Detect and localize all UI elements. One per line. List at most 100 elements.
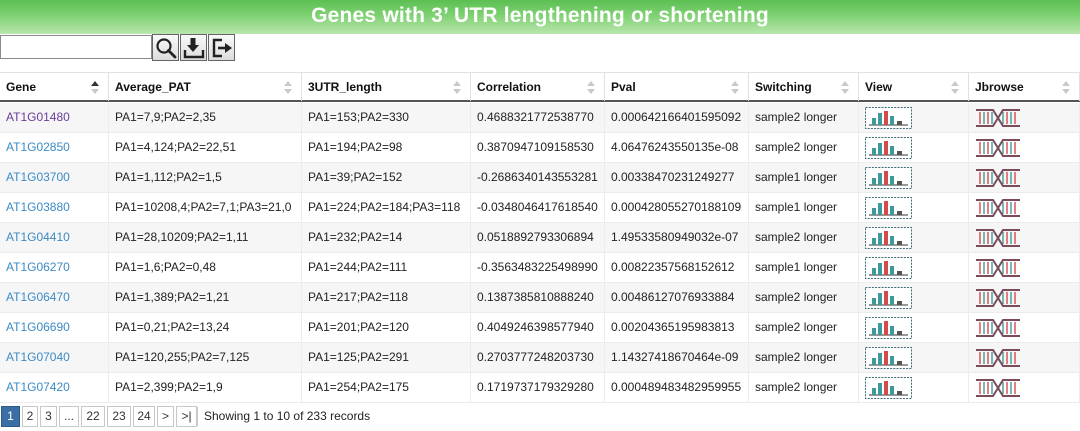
search-button[interactable] (152, 34, 179, 61)
bar-chart-view-icon[interactable] (865, 317, 912, 339)
bar-chart-view-icon[interactable] (865, 347, 912, 369)
page-button[interactable]: 1 (1, 406, 20, 427)
gene-link[interactable]: AT1G06690 (0, 313, 109, 343)
column-header-average-pat[interactable]: Average_PAT (109, 73, 302, 101)
jbrowse-cell (969, 313, 1080, 343)
dna-jbrowse-icon[interactable] (975, 227, 1021, 249)
average-pat-cell: PA1=2,399;PA2=1,9 (109, 373, 302, 403)
column-header-pval[interactable]: Pval (605, 73, 749, 101)
download-button[interactable] (180, 34, 207, 61)
column-header-switching[interactable]: Switching (749, 73, 859, 101)
page-button[interactable]: ... (59, 406, 79, 427)
page-button[interactable]: 23 (107, 406, 131, 427)
utr-length-cell: PA1=125;PA2=291 (302, 343, 471, 373)
pval-cell: 0.00486127076933884 (605, 283, 749, 313)
bar-chart-view-icon[interactable] (865, 377, 912, 399)
table-row: AT1G01480 PA1=7,9;PA2=2,35 PA1=153;PA2=330… (0, 103, 1080, 133)
view-cell (859, 193, 969, 223)
pval-cell: 0.000428055270188109 (605, 193, 749, 223)
dna-jbrowse-icon[interactable] (975, 377, 1021, 399)
page-button[interactable]: > (157, 406, 174, 427)
bar-chart-view-icon[interactable] (865, 287, 912, 309)
dna-jbrowse-icon[interactable] (975, 287, 1021, 309)
column-header-gene[interactable]: Gene (0, 73, 109, 101)
page-button[interactable]: >| (176, 406, 197, 427)
bar-chart-view-icon[interactable] (865, 107, 912, 129)
dna-jbrowse-icon[interactable] (975, 107, 1021, 129)
dna-jbrowse-icon[interactable] (975, 257, 1021, 279)
correlation-cell: 0.2703777248203730 (471, 343, 605, 373)
column-header-view[interactable]: View (859, 73, 969, 101)
page-title: Genes with 3’ UTR lengthening or shorten… (311, 4, 769, 27)
dna-jbrowse-icon[interactable] (975, 137, 1021, 159)
sort-icon[interactable] (731, 81, 740, 94)
utr-length-cell: PA1=224;PA2=184;PA3=118 (302, 193, 471, 223)
gene-link[interactable]: AT1G07040 (0, 343, 109, 373)
bar-chart-view-icon[interactable] (865, 137, 912, 159)
export-button[interactable] (208, 34, 235, 61)
gene-link[interactable]: AT1G02850 (0, 133, 109, 163)
view-cell (859, 373, 969, 403)
pagination: 1 2 3... 22 23 24 > >| Showing 1 to 10 of 233 r… (0, 406, 1080, 428)
export-icon (212, 38, 232, 57)
correlation-cell: 0.4049246398577940 (471, 313, 605, 343)
bar-chart-view-icon[interactable] (865, 257, 912, 279)
sort-icon[interactable] (587, 81, 596, 94)
gene-link[interactable]: AT1G06470 (0, 283, 109, 313)
sort-icon[interactable] (1062, 81, 1071, 94)
gene-link[interactable]: AT1G04410 (0, 223, 109, 253)
bar-chart-view-icon[interactable] (865, 227, 912, 249)
correlation-cell: 0.1387385810888240 (471, 283, 605, 313)
column-label: Switching (755, 80, 812, 94)
sort-icon[interactable] (951, 81, 960, 94)
jbrowse-cell (969, 103, 1080, 133)
column-label: Gene (6, 80, 37, 94)
bar-chart-view-icon[interactable] (865, 197, 912, 219)
table-header: Gene Average_PAT 3UTR_length Correlation… (0, 72, 1080, 102)
sort-icon[interactable] (284, 81, 293, 94)
dna-jbrowse-icon[interactable] (975, 317, 1021, 339)
table-row: AT1G07420 PA1=2,399;PA2=1,9 PA1=254;PA2=17… (0, 373, 1080, 403)
column-header-correlation[interactable]: Correlation (471, 73, 605, 101)
table-row: AT1G03700 PA1=1,112;PA2=1,5 PA1=39;PA2=152… (0, 163, 1080, 193)
gene-link[interactable]: AT1G06270 (0, 253, 109, 283)
utr-length-cell: PA1=39;PA2=152 (302, 163, 471, 193)
correlation-cell: 0.3870947109158530 (471, 133, 605, 163)
gene-link[interactable]: AT1G07420 (0, 373, 109, 403)
average-pat-cell: PA1=120,255;PA2=7,125 (109, 343, 302, 373)
average-pat-cell: PA1=1,6;PA2=0,48 (109, 253, 302, 283)
bar-chart-view-icon[interactable] (865, 167, 912, 189)
jbrowse-cell (969, 343, 1080, 373)
page-button[interactable]: 2 (22, 406, 38, 427)
table-row: AT1G06690 PA1=0,21;PA2=13,24 PA1=201;PA2=1… (0, 313, 1080, 343)
switching-cell: sample2 longer (749, 133, 859, 163)
pval-cell: 0.00338470231249277 (605, 163, 749, 193)
column-header-3utr-length[interactable]: 3UTR_length (302, 73, 471, 101)
correlation-cell: -0.2686340143553281 (471, 163, 605, 193)
dna-jbrowse-icon[interactable] (975, 347, 1021, 369)
dna-jbrowse-icon[interactable] (975, 167, 1021, 189)
dna-jbrowse-icon[interactable] (975, 197, 1021, 219)
switching-cell: sample1 longer (749, 253, 859, 283)
gene-link[interactable]: AT1G01480 (0, 103, 109, 133)
pagination-divider (197, 407, 198, 426)
utr-length-cell: PA1=232;PA2=14 (302, 223, 471, 253)
page-button[interactable]: 24 (133, 406, 155, 427)
page-button[interactable]: 22 (81, 406, 105, 427)
column-label: Average_PAT (115, 80, 191, 94)
sort-icon[interactable] (841, 81, 850, 94)
sort-icon[interactable] (91, 81, 100, 94)
column-label: View (865, 80, 893, 94)
gene-link[interactable]: AT1G03880 (0, 193, 109, 223)
pval-cell: 0.000642166401595092 (605, 103, 749, 133)
gene-link[interactable]: AT1G03700 (0, 163, 109, 193)
average-pat-cell: PA1=28,10209;PA2=1,11 (109, 223, 302, 253)
page-button[interactable]: 3 (40, 406, 57, 427)
column-header-jbrowse[interactable]: Jbrowse (969, 73, 1080, 101)
view-cell (859, 253, 969, 283)
correlation-cell: -0.3563483225498990 (471, 253, 605, 283)
sort-icon[interactable] (453, 81, 462, 94)
switching-cell: sample2 longer (749, 373, 859, 403)
table-row: AT1G03880 PA1=10208,4;PA2=7,1;PA3=21,0 PA1… (0, 193, 1080, 223)
search-input[interactable] (0, 35, 152, 59)
